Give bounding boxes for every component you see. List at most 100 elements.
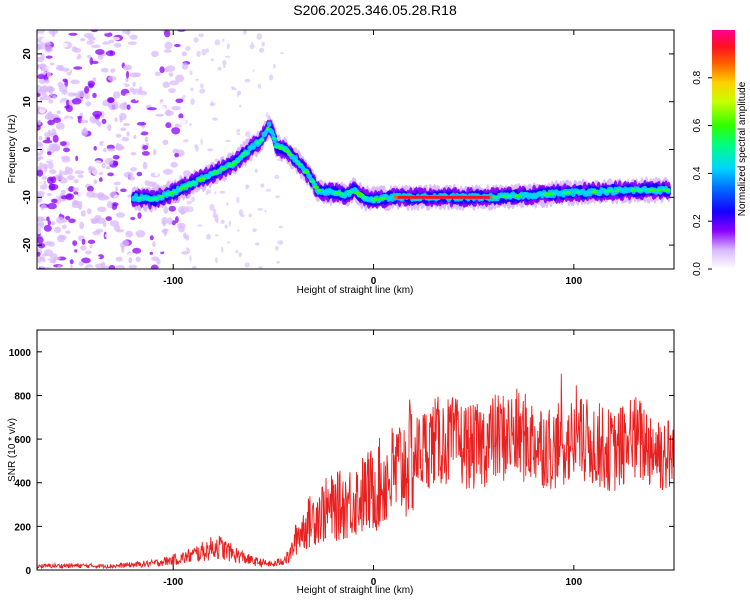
noise-blob <box>47 232 53 237</box>
noise-blob <box>41 92 48 97</box>
noise-blob <box>223 65 226 69</box>
noise-blob <box>154 170 159 177</box>
noise-blob <box>46 193 53 196</box>
noise-blob <box>124 93 133 101</box>
noise-blob <box>37 74 46 80</box>
noise-blob <box>261 41 266 47</box>
noise-blob <box>37 62 40 66</box>
noise-blob <box>265 112 269 118</box>
noise-blob <box>59 141 67 147</box>
noise-blob <box>278 225 284 229</box>
noise-blob <box>65 117 73 123</box>
noise-blob <box>42 139 53 144</box>
noise-blob <box>140 131 149 136</box>
noise-blob <box>86 208 92 215</box>
noise-blob <box>37 251 41 257</box>
noise-blob <box>163 206 169 214</box>
noise-blob <box>92 92 97 99</box>
noise-blob <box>43 95 52 101</box>
ridge-core <box>241 151 249 155</box>
noise-blob <box>181 62 189 70</box>
ridge-core <box>648 188 657 192</box>
noise-blob <box>72 128 79 136</box>
ridge-core <box>239 154 246 158</box>
noise-blob <box>264 209 267 213</box>
noise-blob <box>73 212 83 216</box>
noise-blob <box>163 258 173 264</box>
noise-blob <box>155 113 165 117</box>
noise-blob <box>37 166 43 171</box>
colorbar-gradient <box>712 30 735 269</box>
noise-blob <box>126 30 131 36</box>
noise-blob <box>43 249 53 257</box>
noise-blob <box>37 190 46 198</box>
noise-blob <box>134 93 138 102</box>
noise-blob <box>113 42 122 48</box>
noise-blob <box>84 85 90 94</box>
noise-blob <box>54 226 62 233</box>
noise-blob <box>113 194 123 201</box>
noise-blob <box>162 219 166 227</box>
noise-blob <box>48 183 56 191</box>
noise-blob <box>149 235 154 241</box>
noise-blob <box>157 246 165 253</box>
noise-blob <box>74 170 85 174</box>
noise-blob <box>171 143 180 147</box>
noise-blob <box>280 52 284 55</box>
noise-blob <box>48 99 54 104</box>
noise-blob <box>38 135 43 141</box>
noise-blob <box>122 101 128 108</box>
noise-blob <box>199 88 206 94</box>
noise-blob <box>37 105 40 112</box>
noise-blob <box>68 218 76 224</box>
noise-blob <box>252 69 255 72</box>
noise-blob <box>51 145 61 152</box>
ridge-core <box>360 195 367 199</box>
noise-blob <box>212 117 218 121</box>
noise-blob <box>105 157 114 165</box>
noise-blob <box>175 216 179 224</box>
noise-blob <box>252 228 257 233</box>
noise-blob <box>245 131 251 138</box>
noise-blob <box>134 54 142 59</box>
noise-blob <box>195 78 200 81</box>
noise-blob <box>150 264 159 269</box>
x-tick-label: -100 <box>163 577 183 588</box>
x-tick-label: 100 <box>565 276 582 287</box>
noise-blob <box>37 56 45 63</box>
noise-blob <box>61 170 70 176</box>
noise-blob <box>105 139 112 143</box>
noise-blob <box>123 123 130 127</box>
noise-blob <box>92 182 101 188</box>
ridge-core <box>146 197 152 201</box>
noise-blob <box>75 105 79 109</box>
noise-blob <box>141 46 150 54</box>
noise-blob <box>94 160 102 164</box>
noise-blob <box>186 205 190 213</box>
noise-blob <box>189 123 192 127</box>
noise-blob <box>73 179 79 184</box>
noise-blob <box>247 184 250 188</box>
noise-blob <box>113 181 121 186</box>
noise-blob <box>47 119 55 126</box>
noise-blob <box>273 63 276 69</box>
noise-blob <box>60 209 71 216</box>
noise-blob <box>128 264 138 269</box>
noise-blob <box>197 224 203 227</box>
noise-blob <box>276 260 280 264</box>
noise-blob <box>164 39 173 42</box>
noise-blob <box>158 105 167 112</box>
noise-blob <box>125 78 129 82</box>
noise-blob <box>207 148 214 152</box>
noise-blob <box>152 241 156 247</box>
noise-blob <box>44 165 48 173</box>
noise-blob <box>106 166 111 170</box>
noise-blob <box>95 49 105 55</box>
noise-blob <box>53 256 61 260</box>
noise-blob <box>254 168 258 174</box>
noise-blob <box>62 78 68 83</box>
noise-blob <box>175 98 184 104</box>
noise-blob <box>72 240 78 247</box>
ridge-core <box>316 188 322 192</box>
